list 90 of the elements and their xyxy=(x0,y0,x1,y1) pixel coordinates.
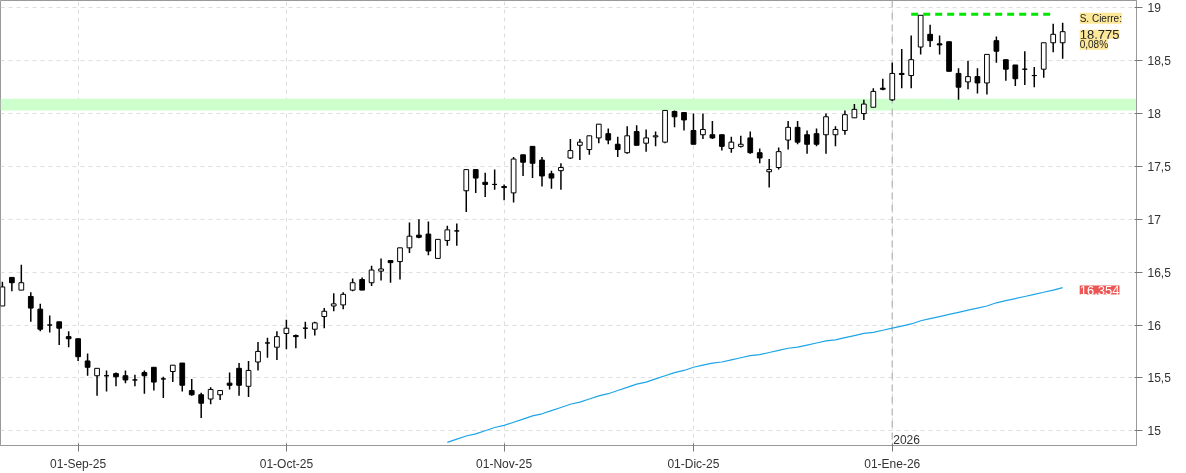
candlestick xyxy=(766,158,773,189)
text: S. Cierre: xyxy=(1079,12,1122,24)
candlestick xyxy=(453,222,460,247)
candlestick xyxy=(785,120,791,151)
candlestick xyxy=(936,34,943,56)
candlestick xyxy=(321,307,328,329)
candlestick xyxy=(292,333,299,350)
y-tick-label: 18,5 xyxy=(1147,54,1172,69)
candlestick xyxy=(529,145,536,179)
text: 0,08% xyxy=(1079,38,1109,50)
candlestick xyxy=(576,138,583,161)
candlestick xyxy=(558,162,564,191)
candlestick xyxy=(747,130,754,155)
candlestick xyxy=(387,259,394,284)
y-tick-label: 17 xyxy=(1147,212,1162,227)
x-tick-label: 01-Sep-25 xyxy=(50,456,107,471)
candlestick xyxy=(18,264,25,291)
candlestick xyxy=(860,99,867,121)
candlestick xyxy=(444,224,451,247)
candlestick xyxy=(84,352,91,377)
candlestick xyxy=(775,146,782,171)
x-tick-label: 01-Dic-25 xyxy=(667,456,720,471)
candlestick xyxy=(1002,58,1009,82)
candlestick xyxy=(595,123,602,144)
candlestick xyxy=(482,172,489,198)
candlestick xyxy=(368,265,375,287)
candlestick xyxy=(955,67,962,101)
candlestick xyxy=(397,247,403,281)
x-tick-label: 01-Ene-26 xyxy=(864,456,921,471)
candlestick xyxy=(643,128,649,153)
candlestick xyxy=(463,168,470,213)
candlestick xyxy=(160,376,167,399)
candlestick xyxy=(1012,64,1019,87)
candlestick xyxy=(141,369,148,395)
candlestick xyxy=(633,124,640,147)
candlestick xyxy=(264,336,271,359)
candlestick xyxy=(927,24,933,48)
candlestick xyxy=(624,125,631,155)
candlestick xyxy=(879,77,886,92)
candlestick xyxy=(823,112,829,155)
candlestick xyxy=(870,87,877,109)
candlestick xyxy=(614,136,621,158)
candlestick xyxy=(974,67,981,95)
candlestick xyxy=(56,321,63,346)
x-tick-label: 01-Oct-25 xyxy=(259,456,314,471)
line-series xyxy=(446,286,1064,443)
candlestick xyxy=(794,120,801,145)
candlestick xyxy=(94,367,100,397)
candlestick xyxy=(1059,21,1066,60)
candlestick xyxy=(27,291,34,323)
candlestick xyxy=(434,238,441,260)
candlestick xyxy=(198,391,205,419)
candlestick xyxy=(586,135,593,156)
candlestick xyxy=(378,257,384,282)
candlestick xyxy=(245,360,252,398)
y-tick-label: 19 xyxy=(1147,1,1162,16)
candlestick xyxy=(37,303,44,333)
candlestick xyxy=(908,34,915,89)
candlestick xyxy=(965,60,971,91)
y-tick-label: 18 xyxy=(1147,107,1162,122)
y-tick-label: 17,5 xyxy=(1147,159,1172,174)
candlestick xyxy=(75,337,81,362)
candlestick xyxy=(520,154,526,177)
candlestick xyxy=(255,341,261,372)
y-tick-label: 16,5 xyxy=(1147,265,1172,280)
candlestick xyxy=(1050,23,1057,54)
candlestick xyxy=(179,362,186,393)
candlestick xyxy=(472,168,479,194)
candlestick xyxy=(283,318,290,351)
candlestick xyxy=(842,109,848,136)
candlestick xyxy=(700,112,706,140)
candlestick xyxy=(832,125,839,148)
candlestick xyxy=(539,156,545,188)
candlestick xyxy=(993,35,1000,64)
candlestick xyxy=(690,112,697,145)
candlestick xyxy=(150,366,157,392)
candlestick xyxy=(737,135,744,149)
ref-line-label: 2026 xyxy=(893,432,921,447)
candlestick xyxy=(425,220,432,256)
text: 16,354 xyxy=(1079,282,1120,298)
candlestick xyxy=(236,362,242,397)
y-tick-label: 16 xyxy=(1147,318,1162,333)
x-tick-label: 01-Nov-25 xyxy=(476,456,533,471)
y-tick-label: 15 xyxy=(1147,424,1162,439)
candlestick xyxy=(501,183,507,202)
candlestick xyxy=(274,330,280,361)
y-tick-label: 15,5 xyxy=(1147,371,1172,386)
candlestick xyxy=(804,129,810,155)
candlestick xyxy=(898,48,905,89)
candlestick xyxy=(406,221,413,254)
